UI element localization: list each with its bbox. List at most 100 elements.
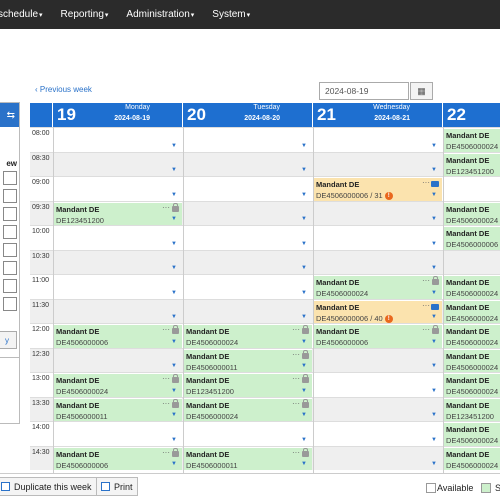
chevron-down-icon[interactable]: ▼ <box>431 412 437 418</box>
chevron-down-icon[interactable]: ▼ <box>171 191 177 198</box>
booking-slot[interactable]: Mandant DE DE4506000011 ··· ▼ <box>54 397 182 421</box>
previous-week-link[interactable]: ‹ Previous week <box>35 85 92 94</box>
chevron-down-icon[interactable]: ▼ <box>171 216 177 222</box>
chevron-down-icon[interactable]: ▼ <box>301 436 307 443</box>
time-slot[interactable]: ▼ <box>314 152 442 177</box>
filter-checkbox[interactable] <box>3 297 17 311</box>
chevron-down-icon[interactable]: ▼ <box>171 338 177 345</box>
more-options-icon[interactable]: ··· <box>292 349 300 359</box>
time-slot[interactable]: ▼ <box>54 274 182 299</box>
filter-checkbox[interactable] <box>3 171 17 185</box>
time-slot[interactable]: ▼ <box>184 152 312 177</box>
more-options-icon[interactable]: ··· <box>292 398 300 408</box>
more-options-icon[interactable]: ··· <box>422 178 430 187</box>
chevron-down-icon[interactable]: ▼ <box>171 265 177 271</box>
time-slot[interactable]: ▼ <box>314 372 442 397</box>
more-options-icon[interactable]: ··· <box>292 374 300 383</box>
more-options-icon[interactable]: ··· <box>162 447 170 457</box>
chevron-down-icon[interactable]: ▼ <box>431 314 437 320</box>
time-slot[interactable]: ▼ <box>444 176 500 201</box>
time-slot[interactable]: ▼ <box>314 201 442 226</box>
time-slot[interactable]: ▼ <box>54 421 182 446</box>
calendar-icon[interactable]: ▦ <box>410 82 433 100</box>
time-slot[interactable]: ▼ <box>184 225 312 250</box>
chevron-down-icon[interactable]: ▼ <box>301 387 307 394</box>
more-options-icon[interactable]: ··· <box>162 398 170 408</box>
filter-checkbox[interactable] <box>3 261 17 275</box>
time-slot[interactable]: ▼ <box>54 176 182 201</box>
more-options-icon[interactable]: ··· <box>162 202 170 212</box>
chevron-down-icon[interactable]: ▼ <box>171 363 177 369</box>
chevron-down-icon[interactable]: ▼ <box>431 338 437 345</box>
date-input[interactable]: 2024-08-19 <box>319 82 409 100</box>
time-slot[interactable]: ▼ <box>54 152 182 177</box>
time-slot[interactable]: ▼ <box>54 127 182 152</box>
booking-slot[interactable]: Mandant DE DE4506000011 ··· ▼ <box>184 348 312 372</box>
chevron-down-icon[interactable]: ▼ <box>171 142 177 149</box>
filter-checkbox[interactable] <box>3 189 17 203</box>
time-slot[interactable]: ▼ <box>314 225 442 250</box>
nav-item-administration[interactable]: Administration▾ <box>126 9 194 20</box>
more-options-icon[interactable]: ··· <box>162 325 170 334</box>
time-slot[interactable]: ▼ <box>314 446 442 471</box>
time-slot[interactable]: ▼ <box>184 299 312 324</box>
chevron-down-icon[interactable]: ▼ <box>301 314 307 320</box>
chevron-down-icon[interactable]: ▼ <box>171 436 177 443</box>
chevron-down-icon[interactable]: ▼ <box>301 191 307 198</box>
chevron-down-icon[interactable]: ▼ <box>171 289 177 296</box>
booking-slot[interactable]: Mandant DE DE4506000006 / 31! ··· ▼ <box>314 177 442 201</box>
chevron-down-icon[interactable]: ▼ <box>171 240 177 247</box>
nav-item-system[interactable]: System▾ <box>212 9 250 20</box>
more-options-icon[interactable]: ··· <box>422 325 430 334</box>
time-slot[interactable]: ▼ <box>54 225 182 250</box>
chevron-down-icon[interactable]: ▼ <box>431 142 437 149</box>
swap-icon[interactable]: ⇆ <box>0 103 19 127</box>
time-slot[interactable]: ▼ <box>184 274 312 299</box>
chevron-down-icon[interactable]: ▼ <box>431 216 437 222</box>
time-slot[interactable]: ▼ <box>444 250 500 275</box>
chevron-down-icon[interactable]: ▼ <box>431 191 437 198</box>
chevron-down-icon[interactable]: ▼ <box>301 363 307 369</box>
more-options-icon[interactable]: ··· <box>292 447 300 457</box>
chevron-down-icon[interactable]: ▼ <box>431 387 437 394</box>
comment-icon[interactable] <box>431 303 439 310</box>
time-slot[interactable]: ▼ <box>314 397 442 422</box>
time-slot[interactable]: ▼ <box>184 201 312 226</box>
time-slot[interactable]: ▼ <box>314 127 442 152</box>
time-slot[interactable]: ▼ <box>184 421 312 446</box>
more-options-icon[interactable]: ··· <box>162 374 170 383</box>
time-slot[interactable]: ▼ <box>314 250 442 275</box>
filter-checkbox[interactable] <box>3 243 17 257</box>
time-slot[interactable]: ▼ <box>314 348 442 373</box>
chevron-down-icon[interactable]: ▼ <box>171 461 177 467</box>
chevron-down-icon[interactable]: ▼ <box>431 265 437 271</box>
time-slot[interactable]: ▼ <box>54 299 182 324</box>
time-slot[interactable]: ▼ <box>54 250 182 275</box>
chevron-down-icon[interactable]: ▼ <box>301 412 307 418</box>
more-options-icon[interactable]: ··· <box>422 300 430 310</box>
chevron-down-icon[interactable]: ▼ <box>431 436 437 443</box>
chevron-down-icon[interactable]: ▼ <box>301 461 307 467</box>
filter-checkbox[interactable] <box>3 279 17 293</box>
chevron-down-icon[interactable]: ▼ <box>171 167 177 173</box>
chevron-down-icon[interactable]: ▼ <box>301 289 307 296</box>
print-button[interactable]: Print <box>96 477 138 496</box>
